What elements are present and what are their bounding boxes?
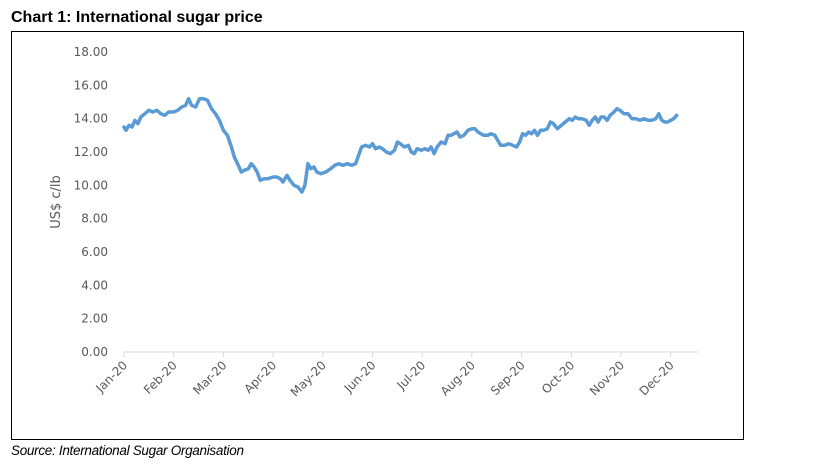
y-axis-ticks: 0.00 2.00 4.00 6.00 8.00 10.00 12.00 14.00 16.00…: [74, 45, 108, 359]
y-axis-label: US$ c/lb: [49, 175, 64, 229]
x-tick-label: Jan-20: [93, 358, 131, 396]
x-tick-label: Feb-20: [141, 358, 180, 397]
y-tick-label: 8.00: [81, 212, 108, 226]
y-tick-label: 16.00: [74, 78, 108, 92]
chart-title: Chart 1: International sugar price: [11, 9, 263, 26]
source-note: Source: International Sugar Organisation: [11, 443, 244, 458]
y-tick-label: 4.00: [81, 278, 108, 292]
x-tick-label: Jul-20: [394, 358, 429, 393]
x-tick-label: Sep-20: [488, 358, 528, 398]
x-tick-label: Nov-20: [587, 358, 627, 398]
x-axis-ticks: Jan-20 Feb-20 Mar-20 Apr-20 May-20 Jun-20 Jul-…: [93, 352, 677, 399]
y-tick-label: 6.00: [81, 245, 108, 259]
chart-frame: [11, 31, 744, 440]
y-tick-label: 12.00: [74, 145, 108, 159]
x-tick-label: Apr-20: [241, 358, 279, 396]
x-tick-label: Aug-20: [438, 358, 478, 398]
x-tick-label: May-20: [288, 358, 329, 399]
x-tick-label: Oct-20: [539, 358, 577, 396]
y-tick-label: 14.00: [74, 112, 108, 126]
y-tick-label: 0.00: [81, 345, 108, 359]
y-tick-label: 18.00: [74, 45, 108, 59]
y-tick-label: 10.00: [74, 178, 108, 192]
series-line-sugar-price: [122, 96, 679, 194]
x-tick-label: Jun-20: [341, 358, 379, 396]
x-tick-label: Mar-20: [190, 358, 229, 397]
x-tick-label: Dec-20: [637, 358, 677, 398]
y-tick-label: 2.00: [81, 312, 108, 326]
